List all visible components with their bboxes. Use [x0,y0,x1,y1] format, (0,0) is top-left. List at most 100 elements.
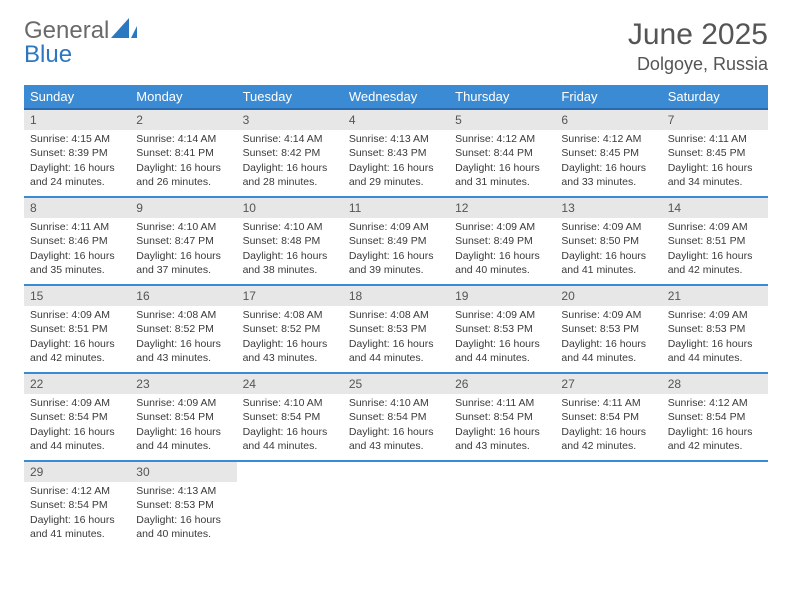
calendar-row: 15Sunrise: 4:09 AMSunset: 8:51 PMDayligh… [24,285,768,373]
day-details: Sunrise: 4:09 AMSunset: 8:54 PMDaylight:… [24,394,130,459]
calendar-cell: 14Sunrise: 4:09 AMSunset: 8:51 PMDayligh… [662,197,768,285]
day-number: 29 [24,462,130,482]
brand-part2: Blue [24,41,72,68]
day-number: 18 [343,286,449,306]
day-number: 1 [24,110,130,130]
day-details: Sunrise: 4:10 AMSunset: 8:47 PMDaylight:… [130,218,236,283]
calendar-body: 1Sunrise: 4:15 AMSunset: 8:39 PMDaylight… [24,109,768,548]
day-number: 11 [343,198,449,218]
calendar-cell: 22Sunrise: 4:09 AMSunset: 8:54 PMDayligh… [24,373,130,461]
calendar-row: 8Sunrise: 4:11 AMSunset: 8:46 PMDaylight… [24,197,768,285]
calendar-cell: 10Sunrise: 4:10 AMSunset: 8:48 PMDayligh… [237,197,343,285]
brand-logo: General Blue [24,18,137,67]
calendar-row: 22Sunrise: 4:09 AMSunset: 8:54 PMDayligh… [24,373,768,461]
calendar-cell: 12Sunrise: 4:09 AMSunset: 8:49 PMDayligh… [449,197,555,285]
day-number: 3 [237,110,343,130]
calendar-cell: 11Sunrise: 4:09 AMSunset: 8:49 PMDayligh… [343,197,449,285]
day-number: 6 [555,110,661,130]
day-details: Sunrise: 4:09 AMSunset: 8:54 PMDaylight:… [130,394,236,459]
calendar-cell: 1Sunrise: 4:15 AMSunset: 8:39 PMDaylight… [24,109,130,197]
day-details: Sunrise: 4:11 AMSunset: 8:45 PMDaylight:… [662,130,768,195]
weekday-header: Monday [130,85,236,109]
header-bar: General Blue June 2025 Dolgoye, Russia [24,18,768,75]
calendar-cell: 23Sunrise: 4:09 AMSunset: 8:54 PMDayligh… [130,373,236,461]
day-number: 16 [130,286,236,306]
day-details: Sunrise: 4:13 AMSunset: 8:43 PMDaylight:… [343,130,449,195]
day-details: Sunrise: 4:09 AMSunset: 8:53 PMDaylight:… [555,306,661,371]
sail-icon [111,18,137,38]
day-details: Sunrise: 4:12 AMSunset: 8:54 PMDaylight:… [662,394,768,459]
weekday-header: Sunday [24,85,130,109]
day-number: 23 [130,374,236,394]
day-details: Sunrise: 4:10 AMSunset: 8:48 PMDaylight:… [237,218,343,283]
day-number: 13 [555,198,661,218]
day-details: Sunrise: 4:08 AMSunset: 8:53 PMDaylight:… [343,306,449,371]
location-label: Dolgoye, Russia [628,54,768,75]
day-details: Sunrise: 4:09 AMSunset: 8:53 PMDaylight:… [449,306,555,371]
day-number: 22 [24,374,130,394]
day-number: 5 [449,110,555,130]
day-number: 17 [237,286,343,306]
day-details: Sunrise: 4:11 AMSunset: 8:54 PMDaylight:… [449,394,555,459]
weekday-header: Tuesday [237,85,343,109]
day-number: 7 [662,110,768,130]
calendar-cell: .. [343,461,449,548]
day-details: Sunrise: 4:12 AMSunset: 8:54 PMDaylight:… [24,482,130,547]
weekday-header: Friday [555,85,661,109]
day-number: 19 [449,286,555,306]
calendar-cell: 19Sunrise: 4:09 AMSunset: 8:53 PMDayligh… [449,285,555,373]
day-details: Sunrise: 4:11 AMSunset: 8:54 PMDaylight:… [555,394,661,459]
day-number: 20 [555,286,661,306]
day-details: Sunrise: 4:09 AMSunset: 8:50 PMDaylight:… [555,218,661,283]
calendar-cell: 13Sunrise: 4:09 AMSunset: 8:50 PMDayligh… [555,197,661,285]
calendar-cell: 24Sunrise: 4:10 AMSunset: 8:54 PMDayligh… [237,373,343,461]
day-details: Sunrise: 4:08 AMSunset: 8:52 PMDaylight:… [130,306,236,371]
calendar-cell: 27Sunrise: 4:11 AMSunset: 8:54 PMDayligh… [555,373,661,461]
day-details: Sunrise: 4:09 AMSunset: 8:51 PMDaylight:… [24,306,130,371]
title-block: June 2025 Dolgoye, Russia [628,18,768,75]
day-details: Sunrise: 4:09 AMSunset: 8:49 PMDaylight:… [343,218,449,283]
day-number: 14 [662,198,768,218]
day-number: 28 [662,374,768,394]
calendar-cell: 15Sunrise: 4:09 AMSunset: 8:51 PMDayligh… [24,285,130,373]
day-details: Sunrise: 4:09 AMSunset: 8:49 PMDaylight:… [449,218,555,283]
day-number: 10 [237,198,343,218]
month-title: June 2025 [628,18,768,52]
brand-part1: General [24,13,109,44]
calendar-cell: 16Sunrise: 4:08 AMSunset: 8:52 PMDayligh… [130,285,236,373]
calendar-cell: 29Sunrise: 4:12 AMSunset: 8:54 PMDayligh… [24,461,130,548]
calendar-cell: 20Sunrise: 4:09 AMSunset: 8:53 PMDayligh… [555,285,661,373]
calendar-cell: 6Sunrise: 4:12 AMSunset: 8:45 PMDaylight… [555,109,661,197]
day-number: 24 [237,374,343,394]
day-details: Sunrise: 4:14 AMSunset: 8:42 PMDaylight:… [237,130,343,195]
weekday-header: Saturday [662,85,768,109]
weekday-header-row: SundayMondayTuesdayWednesdayThursdayFrid… [24,85,768,109]
weekday-header: Wednesday [343,85,449,109]
calendar-cell: 9Sunrise: 4:10 AMSunset: 8:47 PMDaylight… [130,197,236,285]
day-number: 21 [662,286,768,306]
calendar-row: 1Sunrise: 4:15 AMSunset: 8:39 PMDaylight… [24,109,768,197]
calendar-cell: .. [555,461,661,548]
calendar-cell: 2Sunrise: 4:14 AMSunset: 8:41 PMDaylight… [130,109,236,197]
calendar-cell: 25Sunrise: 4:10 AMSunset: 8:54 PMDayligh… [343,373,449,461]
day-details: Sunrise: 4:09 AMSunset: 8:51 PMDaylight:… [662,218,768,283]
day-number: 15 [24,286,130,306]
day-number: 2 [130,110,236,130]
calendar-cell: 28Sunrise: 4:12 AMSunset: 8:54 PMDayligh… [662,373,768,461]
day-number: 8 [24,198,130,218]
calendar-cell: 21Sunrise: 4:09 AMSunset: 8:53 PMDayligh… [662,285,768,373]
calendar-table: SundayMondayTuesdayWednesdayThursdayFrid… [24,85,768,548]
day-details: Sunrise: 4:10 AMSunset: 8:54 PMDaylight:… [343,394,449,459]
calendar-cell: 4Sunrise: 4:13 AMSunset: 8:43 PMDaylight… [343,109,449,197]
calendar-cell: 30Sunrise: 4:13 AMSunset: 8:53 PMDayligh… [130,461,236,548]
day-details: Sunrise: 4:12 AMSunset: 8:44 PMDaylight:… [449,130,555,195]
calendar-cell: 26Sunrise: 4:11 AMSunset: 8:54 PMDayligh… [449,373,555,461]
day-details: Sunrise: 4:15 AMSunset: 8:39 PMDaylight:… [24,130,130,195]
day-details: Sunrise: 4:14 AMSunset: 8:41 PMDaylight:… [130,130,236,195]
calendar-row: 29Sunrise: 4:12 AMSunset: 8:54 PMDayligh… [24,461,768,548]
day-details: Sunrise: 4:11 AMSunset: 8:46 PMDaylight:… [24,218,130,283]
day-number: 9 [130,198,236,218]
calendar-cell: .. [662,461,768,548]
calendar-cell: 18Sunrise: 4:08 AMSunset: 8:53 PMDayligh… [343,285,449,373]
day-details: Sunrise: 4:08 AMSunset: 8:52 PMDaylight:… [237,306,343,371]
